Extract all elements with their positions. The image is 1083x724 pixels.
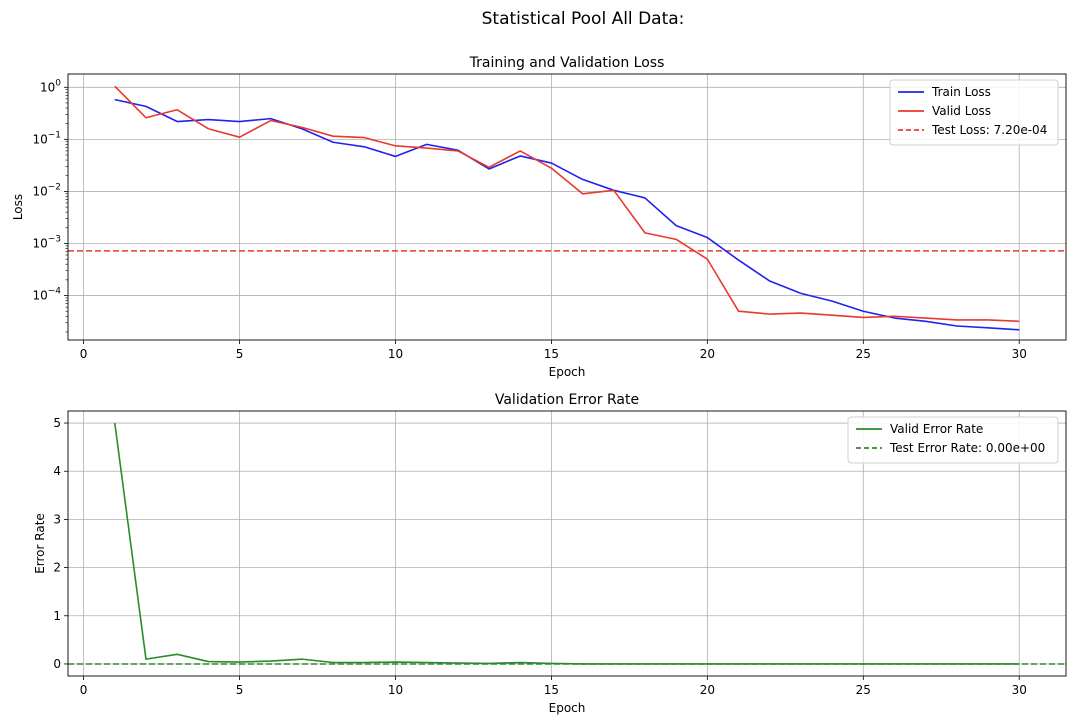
loss-legend-box bbox=[889, 79, 1059, 146]
loss-tick-label-x: 5 bbox=[236, 347, 244, 361]
loss-series-line-1 bbox=[114, 98, 1020, 331]
error-rate-tick-label-x: 5 bbox=[236, 683, 244, 697]
error-rate-tick-label-y: 1 bbox=[53, 609, 61, 623]
loss-legend-label: Valid Loss bbox=[932, 104, 991, 118]
loss-tick-label-x: 30 bbox=[1012, 347, 1027, 361]
loss-tick-label-x: 10 bbox=[388, 347, 403, 361]
error-rate-tick-label-x: 20 bbox=[700, 683, 715, 697]
error-rate-tick-label-x: 30 bbox=[1012, 683, 1027, 697]
error-rate-legend-box bbox=[847, 416, 1059, 464]
loss-plot: 0 5 10 15 20 25 30 100 10−1 10−2 10−3 10−4 Training … bbox=[11, 55, 1067, 379]
loss-tick-label-y: 100 bbox=[40, 78, 61, 94]
loss-tick-label-y: 10−3 bbox=[32, 234, 61, 250]
error-rate-y-axis-label: Error Rate bbox=[33, 513, 47, 574]
loss-tick-label-x: 25 bbox=[856, 347, 871, 361]
loss-series-line-2 bbox=[114, 85, 1020, 323]
error-rate-tick-label-x: 15 bbox=[544, 683, 559, 697]
error-rate-tick-label-y: 2 bbox=[53, 561, 61, 575]
loss-legend-label: Test Loss: 7.20e-04 bbox=[931, 123, 1047, 137]
error-rate-tick-label-y: 3 bbox=[53, 512, 61, 526]
loss-legend: Train Loss Valid Loss Test Loss: 7.20e-04 bbox=[889, 79, 1059, 146]
loss-legend-label: Train Loss bbox=[931, 85, 991, 99]
error-rate-tick-label-y: 5 bbox=[53, 416, 61, 430]
loss-tick-label-y: 10−2 bbox=[32, 182, 61, 198]
loss-tick-label-x: 0 bbox=[80, 347, 88, 361]
loss-tick-label-y: 10−4 bbox=[32, 287, 61, 303]
loss-axes-frame bbox=[67, 73, 1067, 341]
loss-tick-label-y: 10−1 bbox=[32, 130, 61, 146]
error-rate-tick-label-y: 4 bbox=[53, 464, 61, 478]
error-rate-tick-label-y: 0 bbox=[53, 657, 61, 671]
error-rate-tick-label-x: 10 bbox=[388, 683, 403, 697]
error-rate-plot-title: Validation Error Rate bbox=[495, 392, 639, 408]
error-rate-x-axis-label: Epoch bbox=[549, 701, 586, 715]
error-rate-tick-label-x: 0 bbox=[80, 683, 88, 697]
loss-plot-title: Training and Validation Loss bbox=[469, 55, 665, 71]
figure-title: Statistical Pool All Data: bbox=[482, 9, 685, 29]
loss-tick-label-x: 15 bbox=[544, 347, 559, 361]
error-rate-legend: Valid Error Rate Test Error Rate: 0.00e+0… bbox=[847, 416, 1059, 464]
loss-x-axis-label: Epoch bbox=[549, 365, 586, 379]
error-rate-plot: 0 5 10 15 20 25 30 0 1 2 3 4 5 Validation Error Rate E… bbox=[33, 392, 1067, 715]
error-rate-axes-frame bbox=[67, 410, 1067, 677]
error-rate-series-line-1 bbox=[113, 422, 1020, 665]
loss-tick-label-x: 20 bbox=[700, 347, 715, 361]
error-rate-legend-label: Test Error Rate: 0.00e+00 bbox=[889, 441, 1045, 455]
error-rate-tick-label-x: 25 bbox=[856, 683, 871, 697]
error-rate-legend-label: Valid Error Rate bbox=[890, 422, 983, 436]
loss-y-axis-label: Loss bbox=[11, 194, 25, 220]
